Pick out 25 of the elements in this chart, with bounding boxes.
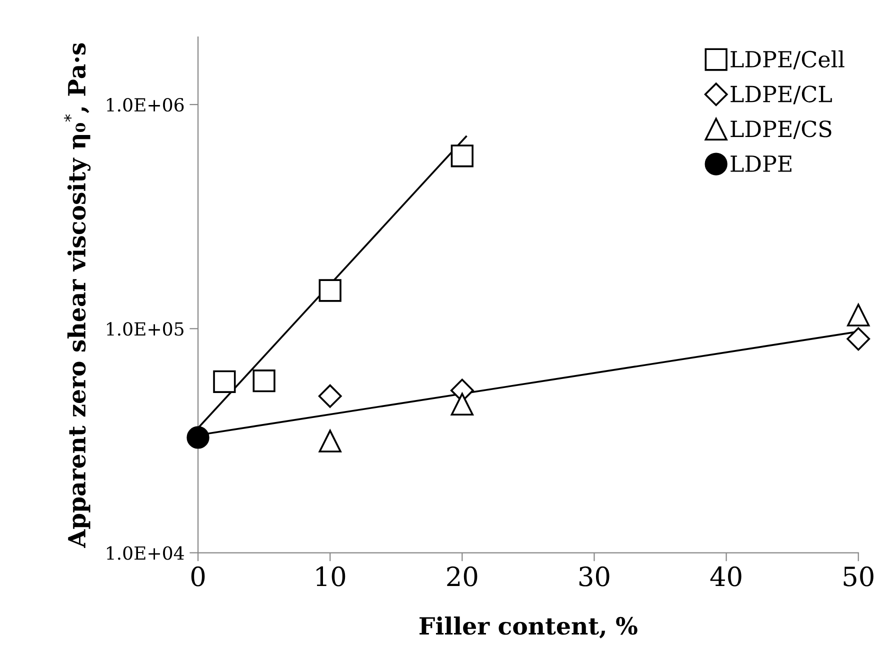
point (846, 327, 870, 351)
legend-label: LDPE/Cell (730, 50, 844, 70)
y-tick-label: 1.0E+04 (107, 546, 184, 560)
point (847, 304, 870, 326)
x-tick-label: 40 (710, 566, 742, 586)
x-tick-label: 0 (191, 566, 205, 586)
x-tick-label: 10 (316, 566, 346, 586)
point (213, 370, 236, 393)
point (186, 426, 210, 449)
legend-label: LDPE/CL (730, 86, 832, 104)
point (450, 144, 474, 168)
legend-label: LDPE (730, 156, 792, 172)
x-tick-label: 30 (579, 566, 610, 586)
point (252, 370, 276, 392)
point (318, 430, 342, 452)
x-axis-title: Filler content, % (420, 616, 638, 638)
x-tick-label: 20 (447, 566, 478, 586)
point (450, 392, 474, 416)
y-tick-label: 1.0E+05 (107, 322, 184, 336)
point (318, 279, 342, 302)
y-tick-label: 1.0E+06 (107, 98, 184, 112)
point (318, 384, 342, 408)
y-axis-title: Apparent zero shear viscosity η₀$^{*}$, Pa·s (64, 43, 91, 548)
x-tick-label: 50 (844, 566, 874, 586)
legend-label: LDPE/CS (730, 120, 832, 140)
